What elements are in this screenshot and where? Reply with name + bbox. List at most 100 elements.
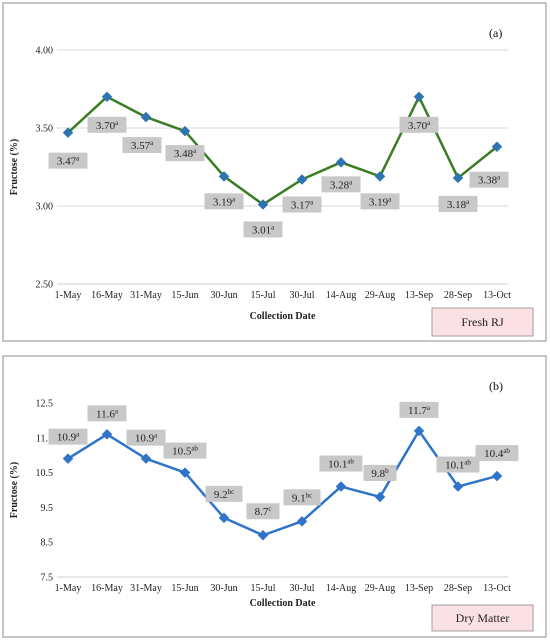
x-tick-label: 14-Aug (326, 290, 357, 301)
data-label: 11.7a (399, 401, 439, 418)
x-tick-label: 30-Jul (290, 583, 315, 594)
panel-a: (a) 2.50 3.00 3.50 4.00 1-May 16-May 31-May 15… (2, 2, 547, 342)
panel-b-legend-label: Dry Matter (456, 611, 510, 625)
panel-a-legend-box (431, 307, 534, 337)
data-label-box (438, 195, 478, 212)
data-point-marker (452, 172, 464, 184)
panel-a-x-axis-title: Collection Date (250, 311, 316, 322)
data-label-box (282, 196, 322, 213)
panel-a-y-axis-title: Fructose (%) (9, 139, 20, 195)
data-label-text: 11.6a (96, 407, 119, 420)
y-tick-label: 10.5 (36, 468, 54, 479)
data-label: 10.9a (126, 429, 166, 446)
data-point-marker (218, 171, 230, 182)
data-label-text: 3.28a (330, 178, 353, 191)
data-point-marker (62, 453, 74, 465)
x-tick-label: 13-Oct (483, 583, 511, 594)
panel-b-frame (2, 355, 547, 638)
data-label-text: 3.70a (408, 119, 431, 132)
data-label: 3.48a (165, 145, 205, 162)
data-label: 3.17a (282, 196, 322, 213)
y-tick-label: 9.5 (41, 503, 54, 514)
data-point-marker (179, 467, 191, 478)
panel-a-data-labels: 3.47a 3.70a 3.57a 3.48a 3.19a 3.01a 3.17a 3.28a… (48, 116, 509, 238)
data-label: 3.57a (122, 137, 162, 154)
data-label: 3.19a (204, 193, 244, 210)
data-label-text: 10.1ab (445, 459, 471, 472)
data-label-text: 10.9a (57, 431, 80, 444)
panel-b-series (62, 425, 503, 541)
y-tick-label: 3.50 (36, 124, 54, 135)
data-label: 10.9a (48, 428, 88, 445)
data-label-text: 8.7c (255, 505, 272, 518)
data-label-box (87, 116, 127, 133)
x-tick-label: 1-May (55, 290, 82, 301)
series-line (67, 95, 498, 206)
data-label-box (360, 193, 400, 210)
data-label-box (165, 145, 205, 162)
data-label-text: 3.01a (252, 223, 275, 236)
data-point-marker (257, 199, 269, 210)
data-label-box (283, 489, 321, 506)
x-tick-label: 29-Aug (365, 583, 396, 594)
data-label: 9.1bc (283, 489, 321, 506)
data-label-text: 10.5ab (172, 445, 198, 458)
data-label: 10.5ab (163, 442, 207, 459)
data-label-text: 3.38a (478, 174, 501, 187)
data-label-text: 9.1bc (292, 491, 312, 504)
data-point-marker (452, 481, 464, 492)
x-tick-label: 13-Sep (405, 583, 433, 594)
data-label-box (469, 171, 509, 188)
panel-b-y-ticks: 7.5 8.5 9.5 10.5 11.5 12.5 (36, 399, 54, 584)
data-label-text: 10.4ab (484, 447, 510, 460)
data-point-marker (491, 470, 503, 482)
panel-b-data-labels: 10.9a 11.6a 10.9a 10.5ab 9.2bc 8.7c 9.1bc 10.1a… (48, 401, 519, 520)
x-tick-label: 16-May (91, 583, 123, 594)
x-tick-label: 30-Jun (210, 583, 237, 594)
data-point-marker (101, 91, 113, 103)
data-label-text: 10.9a (135, 432, 158, 445)
y-tick-label: 7.5 (41, 573, 54, 584)
data-label: 3.18a (438, 195, 478, 212)
x-tick-label: 28-Sep (444, 583, 472, 594)
x-tick-label: 13-Oct (483, 290, 511, 301)
data-point-marker (218, 512, 230, 524)
panel-b-tag: (b) (489, 379, 503, 393)
data-point-marker (140, 453, 152, 465)
data-label-box (319, 455, 363, 472)
data-point-marker (296, 174, 308, 185)
data-label-text: 3.19a (369, 195, 392, 208)
panel-b-y-axis-title: Fructose (%) (9, 462, 20, 518)
data-label-text: 9.8b (371, 467, 389, 480)
data-label-box (163, 442, 207, 459)
data-point-marker (374, 491, 386, 503)
data-label: 3.01a (243, 221, 283, 238)
data-point-marker (335, 156, 347, 168)
data-label-box (399, 401, 439, 418)
data-label: 10.1ab (436, 456, 480, 473)
data-label: 3.38a (469, 171, 509, 188)
data-label-text: 3.18a (447, 198, 470, 211)
y-tick-label: 2.50 (36, 280, 54, 291)
y-tick-label: 8.5 (41, 538, 54, 549)
panel-b-x-axis-title: Collection Date (250, 598, 316, 609)
data-label: 3.28a (321, 176, 361, 193)
x-tick-label: 15-Jul (251, 290, 276, 301)
panel-b-legend: Dry Matter (431, 604, 534, 632)
data-point-marker (374, 171, 386, 182)
data-label-text: 11.7a (408, 404, 431, 417)
data-point-marker (140, 111, 152, 123)
data-label-text: 3.57a (131, 139, 154, 152)
x-tick-label: 30-Jul (290, 290, 315, 301)
x-tick-label: 14-Aug (326, 583, 357, 594)
data-label: 10.4ab (475, 445, 519, 462)
data-point-marker (413, 425, 425, 437)
x-tick-label: 1-May (55, 583, 82, 594)
data-label-text: 9.2bc (214, 488, 234, 501)
data-label-box (399, 116, 439, 133)
y-tick-label: 4.00 (36, 46, 54, 57)
data-label: 8.7c (246, 503, 280, 520)
y-tick-label: 11.5 (36, 433, 53, 444)
x-tick-label: 31-May (130, 583, 162, 594)
